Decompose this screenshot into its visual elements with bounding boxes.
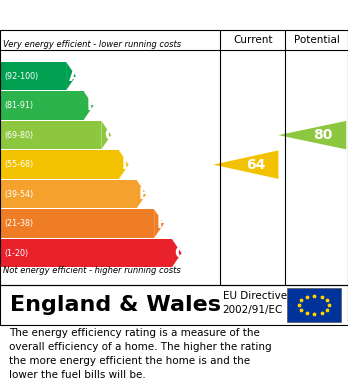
Polygon shape: [119, 151, 129, 179]
Text: B: B: [86, 98, 98, 113]
Text: (69-80): (69-80): [4, 131, 33, 140]
Text: Energy Efficiency Rating: Energy Efficiency Rating: [9, 7, 229, 23]
Bar: [287, 288, 341, 322]
Bar: [0, 121, 101, 149]
Polygon shape: [101, 121, 111, 149]
Text: A: A: [69, 68, 80, 84]
Bar: [0, 239, 172, 267]
Text: E: E: [139, 187, 149, 202]
Text: (39-54): (39-54): [4, 190, 33, 199]
Text: (1-20): (1-20): [4, 249, 28, 258]
Bar: [0, 62, 66, 90]
Text: G: G: [174, 246, 187, 261]
Text: Not energy efficient - higher running costs: Not energy efficient - higher running co…: [3, 266, 181, 275]
Text: Very energy efficient - lower running costs: Very energy efficient - lower running co…: [3, 40, 182, 49]
Polygon shape: [84, 91, 94, 120]
Text: 64: 64: [247, 158, 266, 172]
Bar: [0, 180, 136, 208]
Polygon shape: [278, 121, 346, 149]
Text: EU Directive
2002/91/EC: EU Directive 2002/91/EC: [223, 291, 287, 315]
Text: (21-38): (21-38): [4, 219, 33, 228]
Polygon shape: [154, 210, 164, 238]
Text: F: F: [157, 216, 167, 231]
Text: D: D: [121, 157, 134, 172]
Text: The energy efficiency rating is a measure of the
overall efficiency of a home. T: The energy efficiency rating is a measur…: [9, 328, 271, 380]
Polygon shape: [136, 180, 146, 208]
Text: Potential: Potential: [294, 35, 340, 45]
Text: C: C: [104, 127, 115, 143]
Bar: [0, 151, 119, 179]
Text: Current: Current: [233, 35, 272, 45]
Polygon shape: [213, 151, 278, 179]
Bar: [0, 91, 84, 120]
Text: 80: 80: [313, 128, 332, 142]
Polygon shape: [66, 62, 76, 90]
Text: (81-91): (81-91): [4, 101, 33, 110]
Text: (92-100): (92-100): [4, 72, 38, 81]
Text: England & Wales: England & Wales: [10, 295, 221, 315]
Text: (55-68): (55-68): [4, 160, 33, 169]
Bar: [0, 210, 154, 238]
Polygon shape: [172, 239, 182, 267]
